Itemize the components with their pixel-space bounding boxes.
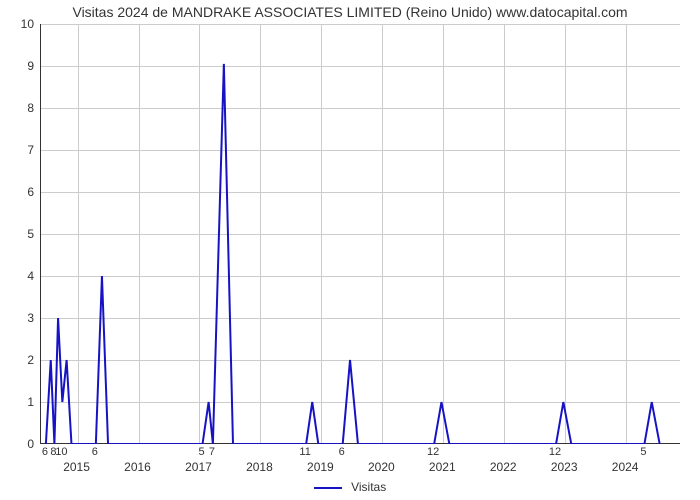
series-line xyxy=(41,24,681,444)
data-point-label: 6 xyxy=(42,446,48,458)
y-tick-label: 0 xyxy=(0,437,34,451)
data-point-label: 12 xyxy=(427,446,439,458)
y-tick-label: 8 xyxy=(0,101,34,115)
legend-swatch xyxy=(314,487,342,489)
x-tick-label: 2019 xyxy=(307,460,334,474)
x-tick-label: 2020 xyxy=(368,460,395,474)
plot-area xyxy=(40,24,680,444)
data-point-label: 6 xyxy=(92,446,98,458)
y-tick-label: 3 xyxy=(0,311,34,325)
y-tick-label: 2 xyxy=(0,353,34,367)
y-tick-label: 1 xyxy=(0,395,34,409)
x-tick-label: 2016 xyxy=(124,460,151,474)
data-point-label: 10 xyxy=(55,446,67,458)
x-tick-label: 2024 xyxy=(612,460,639,474)
y-tick-label: 9 xyxy=(0,59,34,73)
x-tick-label: 2017 xyxy=(185,460,212,474)
y-tick-label: 5 xyxy=(0,227,34,241)
x-tick-label: 2021 xyxy=(429,460,456,474)
data-point-label: 5 xyxy=(640,446,646,458)
x-tick-label: 2023 xyxy=(551,460,578,474)
data-point-label: 11 xyxy=(299,446,310,458)
legend: Visitas xyxy=(0,480,700,494)
y-tick-label: 7 xyxy=(0,143,34,157)
data-point-label: 6 xyxy=(339,446,345,458)
y-tick-label: 4 xyxy=(0,269,34,283)
x-tick-label: 2015 xyxy=(63,460,90,474)
visitas-line xyxy=(46,64,660,444)
data-point-label: 5 xyxy=(198,446,204,458)
chart-container: Visitas 2024 de MANDRAKE ASSOCIATES LIMI… xyxy=(0,0,700,500)
y-tick-label: 10 xyxy=(0,17,34,31)
y-tick-label: 6 xyxy=(0,185,34,199)
x-tick-label: 2022 xyxy=(490,460,517,474)
chart-title: Visitas 2024 de MANDRAKE ASSOCIATES LIMI… xyxy=(0,4,700,20)
x-tick-label: 2018 xyxy=(246,460,273,474)
data-point-label: 7 xyxy=(209,446,215,458)
legend-label: Visitas xyxy=(351,480,386,494)
data-point-label: 12 xyxy=(549,446,561,458)
